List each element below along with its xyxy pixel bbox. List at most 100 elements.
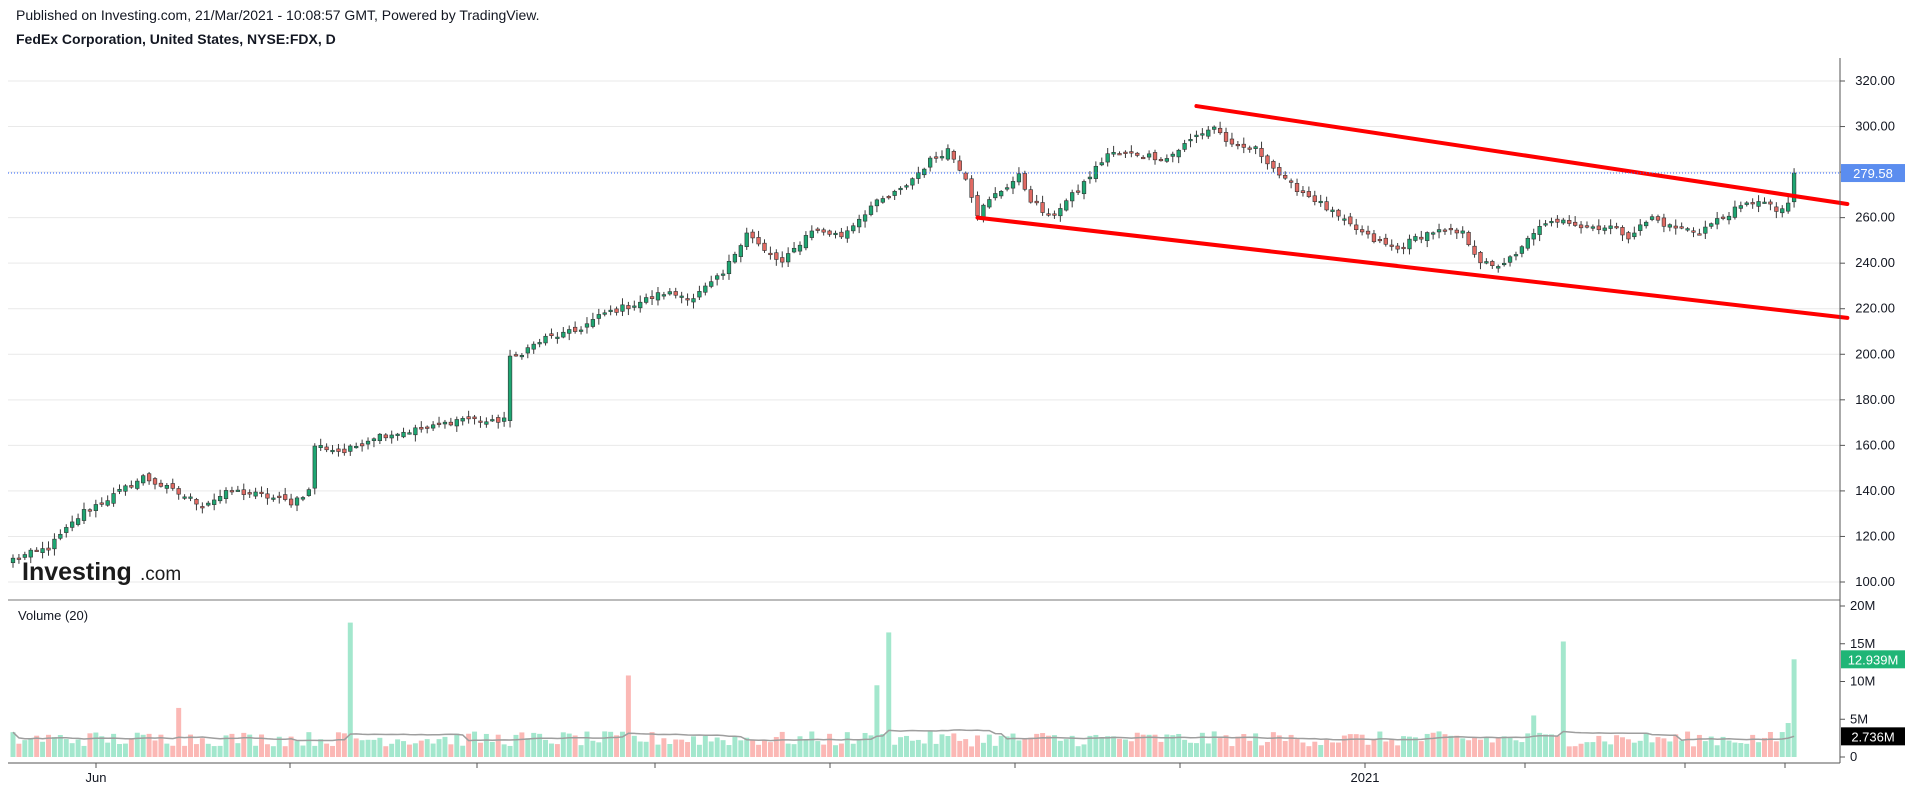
- volume-bar: [886, 632, 892, 757]
- candle-body: [1543, 223, 1548, 226]
- volume-bar: [276, 736, 282, 757]
- candle: [371, 437, 377, 448]
- candle-body: [916, 172, 921, 179]
- candle-body: [999, 191, 1004, 197]
- volume-bar: [821, 744, 827, 757]
- volume-bar: [164, 743, 170, 757]
- candle-body: [1661, 217, 1667, 227]
- candle: [1200, 128, 1205, 140]
- candle-body: [1330, 209, 1335, 212]
- price-tick-label: 200.00: [1855, 346, 1895, 361]
- candle-body: [1099, 162, 1104, 166]
- candle: [1732, 200, 1738, 220]
- price-tick-label: 220.00: [1855, 301, 1895, 316]
- candle-body: [715, 275, 720, 280]
- candle-body: [365, 440, 371, 445]
- candle-body: [750, 231, 755, 239]
- candle-body: [1679, 226, 1684, 229]
- volume-bar: [1691, 746, 1696, 757]
- candle-body: [1614, 226, 1619, 229]
- candle: [673, 287, 678, 299]
- last-price-badge-text: 279.58: [1853, 166, 1893, 181]
- candle: [395, 432, 400, 441]
- candle-body: [1419, 236, 1424, 240]
- candle-body: [448, 421, 454, 426]
- price-tick-label: 160.00: [1855, 437, 1895, 452]
- candle: [1229, 132, 1235, 148]
- candle-body: [129, 485, 134, 488]
- candle-body: [845, 230, 850, 239]
- candle: [1087, 171, 1093, 184]
- candle: [549, 328, 554, 339]
- volume-bar: [1389, 739, 1395, 757]
- price-tick-label: 120.00: [1855, 528, 1895, 543]
- volume-tick-label: 10M: [1850, 674, 1875, 689]
- candle: [1129, 145, 1134, 158]
- candle: [1365, 225, 1371, 239]
- volume-bar: [1134, 732, 1140, 757]
- candle: [1673, 219, 1678, 235]
- volume-bar: [1341, 735, 1347, 757]
- candle: [1442, 228, 1448, 235]
- candle: [277, 491, 282, 504]
- volume-bar: [762, 740, 767, 757]
- candle: [1478, 250, 1483, 270]
- candle-body: [720, 273, 726, 276]
- candle-body: [969, 178, 974, 198]
- candle-body: [1324, 201, 1329, 211]
- candle-body: [584, 323, 590, 328]
- candle: [1573, 216, 1578, 227]
- trendlines[interactable]: [975, 104, 1850, 320]
- volume-bar: [211, 746, 217, 757]
- candle: [1466, 230, 1471, 247]
- volume-bar: [1306, 746, 1312, 757]
- candle-body: [1306, 191, 1312, 197]
- volume-bar: [880, 733, 886, 757]
- candle-body: [70, 521, 75, 528]
- candle: [99, 497, 104, 507]
- candle-body: [371, 438, 377, 441]
- volume-bar: [1619, 737, 1625, 757]
- candle-body: [1200, 133, 1205, 136]
- volume-bar: [1454, 735, 1460, 757]
- volume-bar: [430, 743, 436, 757]
- volume-bar: [584, 731, 590, 757]
- candle: [1354, 218, 1359, 235]
- candle-body: [117, 488, 122, 492]
- volume-bar: [424, 739, 430, 757]
- volume-bar: [1643, 732, 1649, 757]
- candle: [969, 175, 974, 203]
- candle: [22, 551, 27, 561]
- candle-body: [1738, 205, 1743, 209]
- candle-body: [1383, 237, 1388, 245]
- candle-body: [1395, 245, 1400, 250]
- candle: [472, 414, 477, 425]
- price-tick-label: 140.00: [1855, 483, 1895, 498]
- candle: [756, 230, 761, 247]
- trendline-upper[interactable]: [1194, 104, 1850, 206]
- candle-body: [271, 497, 276, 500]
- candle: [40, 541, 45, 559]
- volume-bar: [1732, 742, 1738, 757]
- candle-body: [809, 230, 814, 238]
- candle-body: [638, 301, 643, 309]
- candle: [1377, 236, 1383, 244]
- volume-bar: [389, 743, 395, 757]
- candle: [146, 471, 152, 485]
- candle: [1496, 264, 1501, 273]
- trendline-lower[interactable]: [975, 215, 1850, 320]
- candle: [703, 282, 708, 296]
- volume-bar: [395, 739, 401, 757]
- volume-bar: [371, 739, 377, 757]
- candle-body: [1649, 216, 1655, 220]
- volume-bar: [1548, 734, 1554, 757]
- volume-bar: [933, 743, 939, 757]
- candle: [697, 285, 702, 301]
- candle: [401, 427, 406, 439]
- candle-body: [1288, 180, 1294, 183]
- candle-body: [762, 242, 767, 251]
- volume-bar: [495, 734, 501, 757]
- candle: [330, 445, 335, 455]
- candle: [1271, 159, 1276, 173]
